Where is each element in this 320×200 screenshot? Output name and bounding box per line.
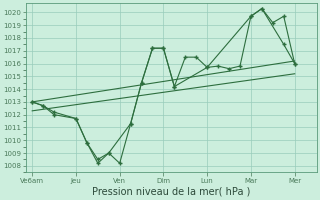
X-axis label: Pression niveau de la mer( hPa ): Pression niveau de la mer( hPa ) [92, 187, 250, 197]
